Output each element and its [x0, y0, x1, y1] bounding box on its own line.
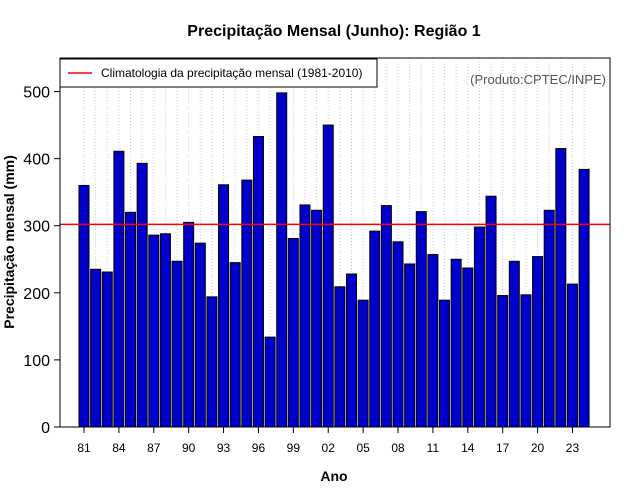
bar-84 [113, 150, 125, 428]
bar-90 [183, 221, 195, 428]
x-axis-label: Ano [320, 468, 347, 484]
bar-92 [206, 296, 218, 428]
bar-00 [299, 204, 311, 428]
x-axis: 81 84 87 90 93 96 99 02 05 08 11 14 17 20 23 [77, 427, 579, 455]
x-tick-label-02: 02 [322, 441, 336, 455]
y-tick-label-0: 0 [41, 420, 50, 437]
y-tick-label-500: 500 [23, 85, 50, 102]
x-tick-label-87: 87 [147, 441, 161, 455]
x-tick-label-17: 17 [496, 441, 510, 455]
legend-box [59, 58, 378, 88]
bar-14 [462, 267, 474, 428]
bar-11 [427, 254, 439, 428]
bar-82 [90, 268, 102, 428]
bar-13 [450, 258, 462, 428]
bar-83 [101, 271, 113, 428]
bar-19 [520, 294, 532, 428]
bar-95 [241, 179, 253, 428]
bar-15 [473, 226, 485, 428]
bars [78, 92, 590, 428]
bar-96 [252, 135, 264, 428]
x-tick-label-14: 14 [461, 441, 475, 455]
y-axis: 0 100 200 300 400 500 [23, 85, 60, 437]
bar-07 [380, 205, 392, 428]
bar-21 [543, 209, 555, 428]
legend: Climatologia da precipitação mensal (198… [59, 58, 378, 88]
bar-02 [322, 124, 334, 428]
bar-01 [311, 209, 323, 428]
x-tick-label-08: 08 [391, 441, 405, 455]
bar-87 [148, 234, 160, 428]
bar-16 [485, 195, 497, 428]
bar-86 [136, 162, 148, 428]
bar-06 [369, 230, 381, 428]
legend-label: Climatologia da precipitação mensal (198… [101, 66, 362, 80]
bar-10 [415, 211, 427, 428]
y-axis-label: Precipitação mensal (mm) [1, 155, 17, 329]
x-tick-label-23: 23 [566, 441, 580, 455]
x-tick-label-11: 11 [427, 441, 440, 455]
bar-17 [497, 295, 509, 428]
x-tick-label-20: 20 [531, 441, 545, 455]
x-tick-label-99: 99 [287, 441, 301, 455]
bar-88 [159, 233, 171, 428]
bar-09 [404, 263, 416, 428]
bar-08 [392, 241, 404, 428]
bar-99 [287, 237, 299, 428]
x-tick-label-90: 90 [182, 441, 196, 455]
y-tick-label-300: 300 [23, 219, 50, 236]
x-tick-label-81: 81 [77, 441, 91, 455]
bar-04 [345, 273, 357, 428]
x-tick-label-96: 96 [252, 441, 266, 455]
x-tick-label-05: 05 [356, 441, 370, 455]
plot-frame [59, 57, 611, 428]
bar-98 [276, 92, 288, 428]
bar-22 [555, 148, 567, 428]
bar-18 [508, 260, 520, 428]
x-tick-label-84: 84 [112, 441, 126, 455]
bar-05 [357, 299, 369, 428]
y-tick-label-100: 100 [23, 353, 50, 370]
bar-03 [334, 286, 346, 428]
bar-23 [566, 283, 578, 428]
y-tick-label-200: 200 [23, 286, 50, 303]
x-tick-label-93: 93 [217, 441, 231, 455]
bar-12 [439, 299, 451, 428]
bar-89 [171, 260, 183, 428]
credit-text: (Produto:CPTEC/INPE) [470, 72, 606, 87]
bar-97 [264, 336, 276, 428]
bar-85 [125, 211, 137, 428]
bar-91 [194, 242, 206, 428]
bar-81 [78, 184, 90, 428]
chart-title: Precipitação Mensal (Junho): Região 1 [187, 23, 481, 40]
y-tick-label-400: 400 [23, 152, 50, 169]
bar-20 [532, 256, 544, 428]
bar-24 [578, 168, 590, 428]
bar-94 [229, 262, 241, 428]
bar-93 [218, 184, 230, 428]
